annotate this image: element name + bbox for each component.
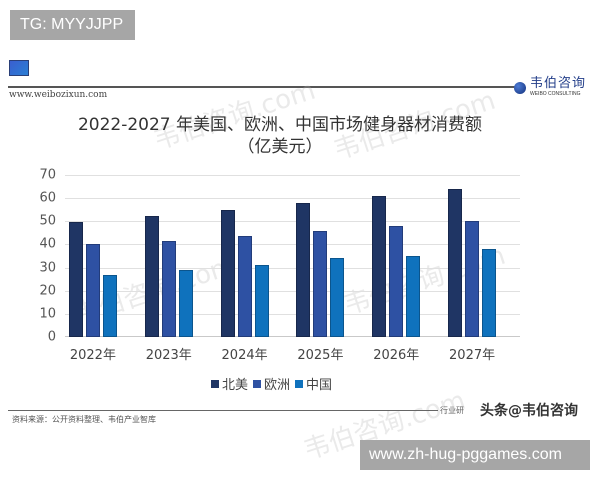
- gridline: [65, 175, 520, 176]
- tg-badge: TG: MYYJJPP: [10, 10, 135, 40]
- gridline: [65, 313, 520, 315]
- logo-cn-text: 韦伯咨询: [530, 76, 587, 91]
- bar-0-2: [102, 274, 117, 337]
- url-badge: www.zh-hug-pggames.com: [360, 440, 590, 470]
- bar-3-1: [313, 230, 328, 337]
- legend-item: 欧洲: [253, 374, 290, 393]
- y-tick-label: 20: [39, 283, 56, 299]
- y-tick-label: 40: [39, 236, 56, 252]
- bar-3-0: [296, 202, 311, 337]
- legend-label: 北美: [222, 378, 249, 393]
- y-tick-label: 50: [39, 213, 56, 229]
- bar-5-0: [448, 188, 463, 337]
- x-axis-line: [65, 336, 520, 337]
- y-tick-label: 10: [39, 306, 56, 322]
- bar-1-0: [144, 215, 159, 337]
- bar-1-1: [161, 240, 176, 337]
- legend-swatch-icon: [253, 379, 262, 388]
- footer-tag: 行业研: [440, 406, 464, 415]
- toutiao-watermark: 头条@韦伯咨询: [480, 403, 578, 419]
- source-note: 资料来源：公开资料整理、韦伯产业智库: [12, 415, 156, 424]
- legend: 北美 欧洲 中国: [211, 374, 337, 393]
- y-tick-label: 0: [47, 329, 56, 345]
- x-tick-label: 2022年: [69, 348, 116, 363]
- bar-2-0: [220, 209, 235, 337]
- bar-4-2: [406, 256, 421, 337]
- legend-item: 北美: [211, 374, 248, 393]
- legend-swatch-icon: [211, 379, 219, 388]
- chart-title: 2022-2027 年美国、欧洲、中国市场健身器材消费额 （亿美元）: [40, 114, 520, 158]
- weibo-logo: 韦伯咨询 WEIBO CONSULTING: [514, 77, 586, 98]
- bar-1-2: [178, 269, 193, 337]
- logo-en-text: WEIBO CONSULTING: [530, 91, 581, 97]
- corner-decoration: [9, 60, 29, 76]
- x-tick-label: 2027年: [449, 348, 496, 363]
- gridline: [65, 267, 520, 269]
- chart-title-unit: （亿美元）: [237, 137, 323, 157]
- legend-swatch-icon: [295, 379, 304, 388]
- y-tick-label: 70: [39, 167, 56, 183]
- gridline: [65, 244, 520, 246]
- x-tick-label: 2023年: [145, 348, 192, 363]
- bar-3-2: [330, 258, 345, 337]
- x-tick-label: 2025年: [297, 348, 344, 363]
- plot-area: [65, 175, 520, 337]
- chart-title-main: 2022-2027 年美国、欧洲、中国市场健身器材消费额: [77, 115, 483, 135]
- bar-2-1: [237, 236, 252, 337]
- site-url: www.weibozixun.com: [9, 90, 108, 100]
- bar-5-1: [465, 221, 480, 337]
- bar-5-2: [482, 249, 497, 337]
- footer-divider: [8, 410, 438, 411]
- legend-item: 中国: [295, 374, 332, 393]
- x-tick-label: 2024年: [221, 348, 268, 363]
- x-tick-label: 2026年: [373, 348, 420, 363]
- bar-0-0: [68, 222, 83, 337]
- legend-label: 欧洲: [264, 378, 291, 393]
- bar-4-1: [389, 225, 404, 337]
- gridline: [65, 198, 520, 200]
- bar-2-2: [254, 265, 269, 337]
- gridline: [65, 290, 520, 292]
- logo-globe-icon: [514, 81, 526, 94]
- bar-0-1: [85, 244, 100, 337]
- bar-4-0: [372, 195, 387, 337]
- legend-label: 中国: [306, 378, 333, 393]
- y-tick-label: 30: [39, 260, 56, 276]
- y-tick-label: 60: [39, 190, 56, 206]
- gridline: [65, 221, 520, 223]
- header-divider: [8, 86, 520, 88]
